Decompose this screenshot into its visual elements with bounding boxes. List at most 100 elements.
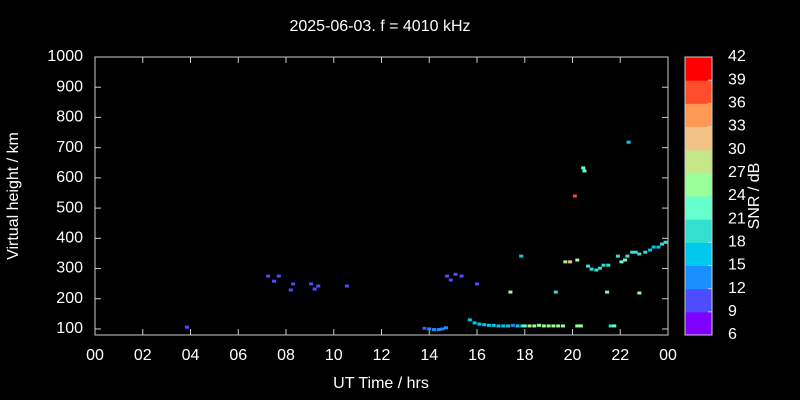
point (501, 324, 506, 328)
point (546, 324, 551, 328)
colorbar-band (685, 265, 712, 290)
point (626, 140, 631, 144)
x-tick-label: 08 (277, 347, 295, 364)
point (606, 263, 611, 267)
point (572, 194, 577, 198)
colorbar-tick-label: 21 (728, 210, 746, 227)
colorbar-tick-label: 42 (728, 48, 746, 65)
point (432, 328, 437, 332)
point (637, 252, 642, 256)
y-tick-label: 600 (56, 169, 83, 186)
x-axis-label: UT Time / hrs (333, 375, 429, 392)
y-tick-label: 500 (56, 199, 83, 216)
point (482, 323, 487, 327)
x-tick-label: 02 (134, 347, 152, 364)
point (344, 284, 349, 288)
point (597, 266, 602, 270)
point (472, 321, 477, 325)
point (578, 324, 583, 328)
point (436, 328, 441, 332)
colorbar-tick-label: 36 (728, 95, 746, 112)
point (288, 288, 293, 292)
colorbar-tick-label: 39 (728, 71, 746, 88)
point (643, 250, 648, 254)
colorbar-band (685, 149, 712, 174)
colorbar-label: SNR / dB (746, 163, 763, 230)
point (589, 267, 594, 271)
point (648, 248, 653, 252)
y-tick-label: 300 (56, 260, 83, 277)
colorbar-tick-label: 15 (728, 257, 746, 274)
point (520, 324, 525, 328)
point (527, 324, 532, 328)
point (440, 327, 445, 331)
y-tick-label: 400 (56, 230, 83, 247)
colorbar-tick-label: 33 (728, 118, 746, 135)
x-tick-label: 04 (182, 347, 200, 364)
point (266, 274, 271, 278)
point (427, 327, 432, 331)
point (551, 324, 556, 328)
point (651, 245, 656, 249)
point (276, 274, 281, 278)
point (563, 260, 568, 264)
point (633, 250, 638, 254)
point (605, 290, 610, 294)
point (496, 324, 501, 328)
point (312, 287, 317, 291)
x-tick-label: 18 (516, 347, 534, 364)
point (553, 290, 558, 294)
colorbar-band (685, 172, 712, 197)
point (506, 324, 511, 328)
point (619, 260, 624, 264)
colorbar-band (685, 80, 712, 104)
point (594, 268, 599, 272)
point (475, 282, 479, 286)
point (556, 324, 561, 328)
point (522, 324, 527, 328)
point (445, 274, 450, 278)
x-tick-label: 14 (420, 347, 438, 364)
point (575, 258, 580, 262)
colorbar-band (685, 57, 712, 81)
colorbar-tick-label: 24 (728, 187, 746, 204)
colorbar-tick-label: 12 (728, 280, 746, 297)
point (316, 284, 321, 288)
point (491, 323, 496, 327)
point (560, 324, 565, 328)
point (443, 326, 448, 330)
x-tick-label: 22 (611, 347, 629, 364)
point (486, 323, 491, 327)
point (508, 290, 513, 294)
x-tick-label: 00 (659, 347, 677, 364)
colorbar-band (685, 288, 712, 313)
point (453, 272, 458, 276)
point (582, 169, 587, 173)
point (291, 282, 296, 286)
chart-title: 2025-06-03. f = 4010 kHz (289, 18, 470, 35)
point (448, 278, 453, 282)
colorbar-tick-label: 18 (728, 234, 746, 251)
point (515, 324, 520, 328)
point (510, 323, 515, 327)
colorbar-tick-label: 27 (728, 164, 746, 181)
x-tick-label: 12 (373, 347, 391, 364)
point (532, 324, 537, 328)
point (660, 242, 665, 246)
point (612, 324, 617, 328)
y-tick-label: 700 (56, 139, 83, 156)
y-tick-label: 200 (56, 290, 83, 307)
x-tick-label: 16 (468, 347, 486, 364)
y-tick-label: 100 (56, 320, 83, 337)
point (608, 324, 613, 328)
colorbar-band (685, 242, 712, 266)
colorbar-band (685, 196, 712, 220)
point (459, 274, 464, 278)
point (568, 260, 573, 264)
x-tick-label: 06 (229, 347, 247, 364)
point (630, 250, 635, 254)
point (477, 322, 482, 326)
point (309, 282, 314, 286)
point (586, 264, 591, 268)
